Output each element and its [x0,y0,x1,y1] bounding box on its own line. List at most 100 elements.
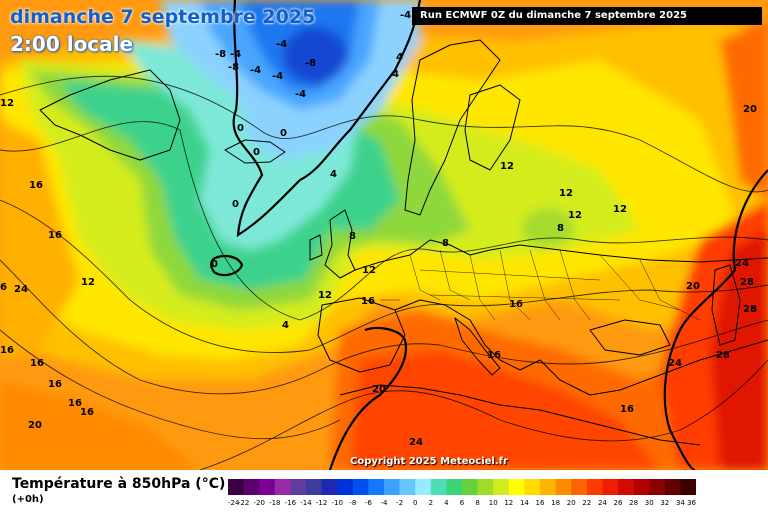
isotherm-label: 24 [735,258,749,269]
isotherm-label: 16 [29,180,43,191]
isotherm-label: 24 [14,284,28,295]
scale-swatch [415,479,432,495]
isotherm-label: 16 [0,345,14,356]
isotherm-label: 8 [557,223,564,234]
scale-tick-label: -4 [381,499,389,507]
scale-swatch [680,479,696,495]
scale-tick-label: 36 [687,499,696,507]
isotherm-label: 16 [48,230,62,241]
isotherm-label: -4 [295,89,306,100]
scale-tick-label: -2 [396,499,403,507]
scale-swatch [540,479,556,495]
scale-swatch [399,479,416,495]
legend-title: Température à 850hPa (°C) [12,476,226,492]
scale-tick-label: -12 [316,499,327,507]
isotherm-label: 12 [0,98,14,109]
scale-swatch [618,479,634,495]
scale-tick-label: 24 [598,499,607,507]
scale-tick-label: 34 [676,499,685,507]
isotherm-label: 12 [613,204,627,215]
scale-swatch [477,479,494,495]
legend-subtitle: (+0h) [12,494,44,505]
map-date-title: dimanche 7 septembre 2025 [10,6,316,28]
isotherm-label: 0 [280,128,287,139]
scale-swatch [493,479,510,495]
scale-swatch [321,479,338,495]
scale-swatch [649,479,666,495]
isotherm-label: 20 [743,104,757,115]
isotherm-label: 16 [620,404,634,415]
scale-swatch [633,479,650,495]
color-scale: -24-22 -20 -18 -16 -14 -12 -10 -8 -6 -4 -2 0 2 4 6 8 10 1… [228,479,696,507]
isotherm-label: 20 [686,281,700,292]
isotherm-label: -8 [215,49,226,60]
scale-tick-label: 12 [504,499,513,507]
isotherm-label: 16 [68,398,82,409]
scale-swatch [602,479,619,495]
isotherm-label: 12 [568,210,582,221]
scale-tick-label: 30 [645,499,654,507]
scale-swatch [352,479,369,495]
isotherm-label: 4 [282,320,289,331]
temperature-map: -8 -4 -8 -4 -4 -4 -8 -4 -4 4 12 0 0 0 4 … [0,0,768,470]
isotherm-label: 12 [500,161,514,172]
isotherm-label: 16 [30,358,44,369]
map-time-title: 2:00 locale [10,32,134,56]
isotherm-label: 12 [81,277,95,288]
scale-swatch [306,479,322,495]
isotherm-label: 24 [668,358,682,369]
isotherm-label: -4 [230,49,241,60]
scale-tick-label: 2 [429,499,433,507]
scale-swatch [446,479,463,495]
scale-swatch [384,479,400,495]
isotherm-label: -8 [305,58,316,69]
scale-swatch [571,479,588,495]
scale-swatch [430,479,447,495]
isotherm-label: 16 [361,296,375,307]
isotherm-label: 20 [28,420,42,431]
isotherm-label: -4 [250,65,261,76]
isotherm-label: 16 [80,407,94,418]
scale-tick-label: -20 [253,499,264,507]
isotherm-label: 28 [743,304,757,315]
scale-swatch [290,479,307,495]
isotherm-label: 0 [253,147,260,158]
scale-tick-label: 32 [660,499,669,507]
scale-tick-label: -10 [331,499,342,507]
scale-tick-label: 16 [536,499,545,507]
isotherm-label: 12 [559,188,573,199]
scale-swatch [337,479,354,495]
scale-tick-label: -14 [300,499,312,507]
scale-tick-label: 18 [551,499,560,507]
isotherm-label: 12 [318,290,332,301]
scale-tick-label: -8 [349,499,356,507]
isotherm-label: 4 [396,52,403,63]
scale-tick-label: -24 [228,499,240,507]
isotherm-label: 16 [48,379,62,390]
isotherm-label: 16 [487,350,501,361]
copyright-text: Copyright 2025 Meteociel.fr [350,456,508,467]
legend-footer: Température à 850hPa (°C) (+0h) -24 -22 -2… [0,470,768,512]
isotherm-label: 28 [716,350,730,361]
scale-swatch [368,479,385,495]
scale-tick-label: 14 [520,499,529,507]
scale-swatch [555,479,572,495]
scale-tick-label: 0 [413,499,417,507]
isotherm-label: 20 [372,384,386,395]
scale-tick-label: -16 [285,499,297,507]
scale-tick-label: 6 [460,499,465,507]
scale-tick-label: 10 [489,499,498,507]
isotherm-label: 12 [362,265,376,276]
scale-tick-label: 28 [629,499,638,507]
isotherm-label: 8 [349,231,356,242]
isotherm-label: 6 [0,282,7,293]
isotherm-label: -4 [400,10,411,21]
scale-swatch [259,479,276,495]
scale-swatch [274,479,291,495]
scale-tick-label: -22 [238,499,249,507]
scale-tick-label: 22 [582,499,591,507]
scale-tick-label: 20 [567,499,576,507]
scale-swatch [462,479,478,495]
scale-tick-label: 4 [444,499,449,507]
scale-tick-label: 8 [475,499,479,507]
